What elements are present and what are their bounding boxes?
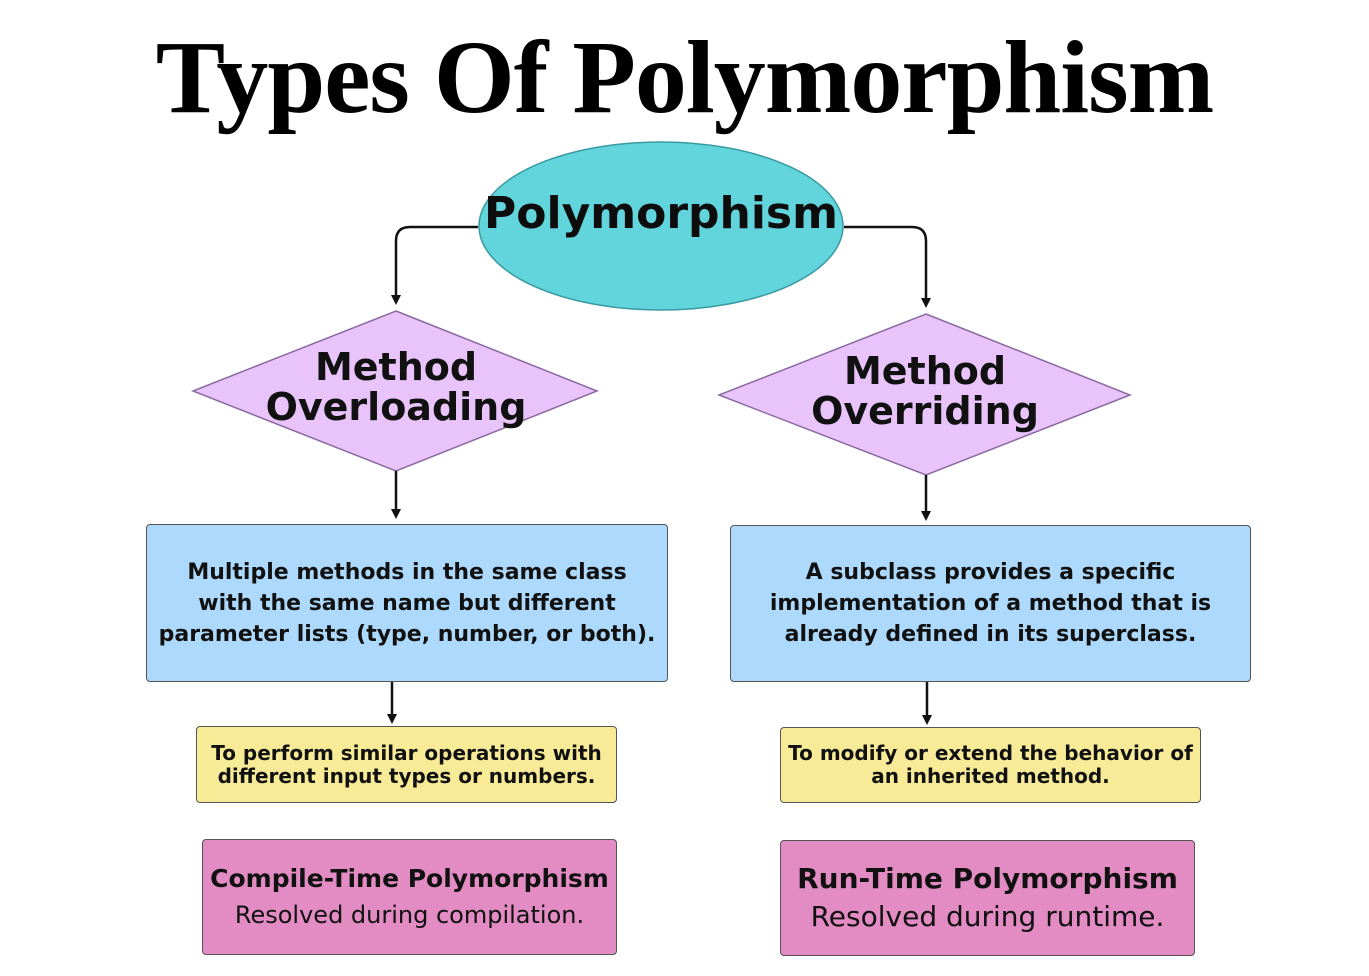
left-definition-box: Multiple methods in the same class with …: [146, 524, 668, 682]
diagram-title: Types Of Polymorphism: [155, 20, 1215, 135]
root-ellipse: [478, 141, 844, 311]
connector-root-left: [391, 225, 478, 305]
left-type-line1: Method: [314, 345, 478, 389]
right-definition-line2: implementation of a method that is: [769, 591, 1212, 616]
right-kind-desc: Resolved during runtime.: [810, 900, 1165, 933]
left-definition-line1: Multiple methods in the same class: [187, 559, 627, 585]
connector-root-right: [844, 225, 931, 308]
left-purpose-line2: different input types or numbers.: [217, 763, 596, 788]
right-kind-box: Run-Time Polymorphism Resolved during ru…: [780, 840, 1195, 956]
left-diamond-label: Method Overloading: [246, 347, 546, 427]
right-purpose-line1: To modify or extend the behavior of: [788, 741, 1193, 765]
right-purpose-box: To modify or extend the behavior of an i…: [780, 727, 1201, 803]
left-definition-line2: with the same name but different: [198, 590, 616, 616]
left-purpose-line1: To perform similar operations with: [211, 740, 602, 765]
left-purpose-box: To perform similar operations with diffe…: [196, 726, 617, 803]
right-definition-line1: A subclass provides a specific: [805, 560, 1176, 585]
left-definition-line3: parameter lists (type, number, or both).: [158, 621, 656, 647]
left-kind-title: Compile-Time Polymorphism: [210, 864, 609, 893]
root-label: Polymorphism: [484, 188, 838, 239]
right-definition-line3: already defined in its superclass.: [784, 622, 1197, 647]
right-purpose-line2: an inherited method.: [871, 764, 1110, 788]
right-kind-title: Run-Time Polymorphism: [797, 862, 1178, 895]
right-definition-box: A subclass provides a specific implement…: [730, 525, 1251, 682]
right-diamond-label: Method Overriding: [775, 351, 1075, 431]
right-type-line2: Overriding: [811, 389, 1039, 433]
left-kind-desc: Resolved during compilation.: [234, 901, 585, 929]
left-kind-box: Compile-Time Polymorphism Resolved durin…: [202, 839, 617, 955]
right-type-line1: Method: [843, 349, 1007, 393]
left-type-line2: Overloading: [265, 385, 527, 429]
